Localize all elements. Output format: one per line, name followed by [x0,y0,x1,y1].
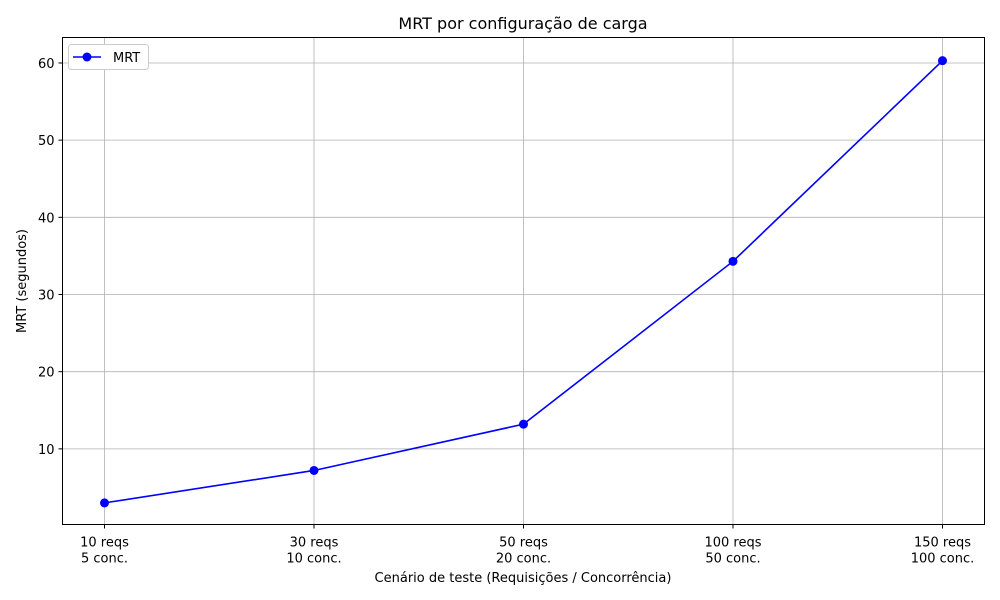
x-tick-label: 50 conc. [705,552,760,567]
series-layer [100,56,947,508]
x-tick-label: 150 reqs [914,536,971,551]
y-axis-label: MRT (segundos) [15,229,30,333]
x-tick-label: 10 reqs [80,536,129,551]
x-tick-label: 10 conc. [286,552,341,567]
y-axis: 10 20 30 40 50 60 [38,57,63,458]
x-tick-label: 50 reqs [499,536,548,551]
x-tick-label: 100 reqs [704,536,761,551]
y-tick-label: 40 [38,211,55,226]
x-tick-label: 5 conc. [81,552,128,567]
legend-label-mrt: MRT [113,51,140,66]
y-tick-label: 50 [38,134,55,149]
x-axis-label: Cenário de teste (Requisições / Concorrê… [375,571,672,586]
x-tick-label: 100 conc. [911,552,975,567]
data-point [309,465,319,475]
y-tick-label: 60 [38,57,55,72]
legend-box [68,44,149,70]
data-point [519,419,528,429]
data-point [938,56,947,66]
x-tick-label: 20 conc. [496,552,551,567]
y-tick-label: 30 [38,289,55,304]
legend-marker [82,52,92,62]
data-point [728,256,738,266]
grid [62,37,985,525]
data-point [100,498,109,508]
y-tick-label: 20 [38,366,55,381]
legend: MRT [68,44,149,70]
y-tick-label: 10 [38,443,55,458]
x-tick-label: 30 reqs [290,536,339,551]
chart-title: MRT por configuração de carga [398,14,647,33]
